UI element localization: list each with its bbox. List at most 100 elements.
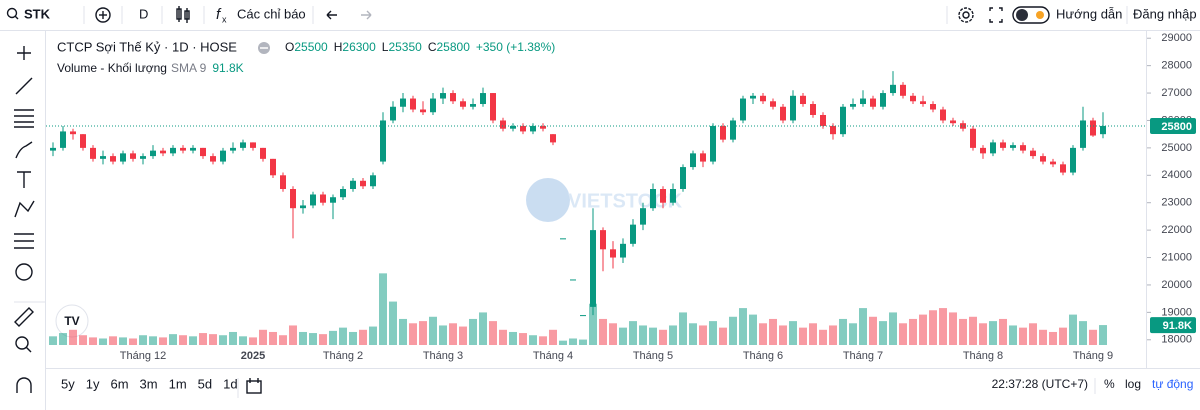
candle-body xyxy=(850,104,856,107)
guide-button[interactable]: Hướng dẫn xyxy=(1056,6,1122,21)
candle-body xyxy=(870,98,876,107)
zoom-tool[interactable] xyxy=(15,336,29,350)
volume-bar xyxy=(589,303,597,345)
volume-bar xyxy=(659,329,667,345)
indicators-button[interactable]: Các chỉ báo xyxy=(237,6,306,21)
volume-bar xyxy=(879,321,887,345)
log-toggle[interactable]: log xyxy=(1125,377,1141,391)
range-button[interactable]: 1m xyxy=(169,376,187,391)
y-tick-label: 18000 xyxy=(1161,334,1192,346)
volume-bar xyxy=(689,323,697,345)
range-button[interactable]: 3m xyxy=(140,376,158,391)
volume-bar xyxy=(309,333,317,345)
chart-type-button[interactable] xyxy=(176,6,190,23)
candle-body xyxy=(590,230,596,307)
volume-bar xyxy=(649,327,657,345)
chart-title: CTCP Sợi Thế Kỷ · 1D · HOSE xyxy=(57,39,237,54)
volume-bar xyxy=(529,335,537,345)
volume-bar xyxy=(49,336,57,345)
symbol[interactable]: STK xyxy=(24,6,51,21)
date-range-button[interactable] xyxy=(246,378,262,394)
fib-tool[interactable] xyxy=(14,109,34,128)
auto-toggle[interactable]: tự động xyxy=(1152,377,1193,391)
collapse-legend[interactable] xyxy=(258,42,270,54)
volume-bar xyxy=(69,329,77,345)
prediction-tool[interactable] xyxy=(14,233,34,249)
brush-tool[interactable] xyxy=(15,141,33,159)
theme-toggle[interactable] xyxy=(1012,6,1050,24)
volume-bar xyxy=(1009,325,1017,345)
candle-body xyxy=(310,194,316,206)
fx-icon[interactable]: f xyxy=(216,6,222,23)
volume-bar xyxy=(869,316,877,345)
volume-bar xyxy=(989,321,997,345)
range-button[interactable]: 1d xyxy=(223,376,237,391)
volume-bar xyxy=(1089,329,1097,345)
x-tick-label: Tháng 9 xyxy=(1073,350,1113,362)
x-tick-label: Tháng 12 xyxy=(120,350,166,362)
ruler-tool[interactable] xyxy=(14,307,34,327)
volume-bar xyxy=(409,323,417,345)
change: +350 (+1.38%) xyxy=(476,40,555,54)
crosshair-tool[interactable] xyxy=(17,46,31,60)
candle-body xyxy=(1080,120,1086,148)
volume-legend: Volume - Khối lượng SMA 9 91.8K xyxy=(57,61,244,75)
pattern-tool[interactable] xyxy=(14,200,35,218)
candle-body xyxy=(390,106,396,121)
range-button[interactable]: 5d xyxy=(198,376,212,391)
svg-text:TV: TV xyxy=(64,314,79,328)
compare-button[interactable] xyxy=(95,7,111,23)
login-button[interactable]: Đăng nhập xyxy=(1133,6,1197,21)
volume-bar xyxy=(149,336,157,345)
candle-body xyxy=(200,147,206,157)
volume-bar xyxy=(489,321,497,345)
volume-bar xyxy=(249,337,257,345)
undo-button[interactable] xyxy=(326,10,337,20)
range-button[interactable]: 1y xyxy=(86,376,100,391)
y-tick-label: 24000 xyxy=(1161,169,1192,181)
x-tick-label: Tháng 7 xyxy=(843,350,883,362)
candle-body xyxy=(960,123,966,129)
candle-body xyxy=(680,167,686,189)
magnet-tool[interactable] xyxy=(16,377,32,393)
candle-body xyxy=(610,249,616,258)
candle-body xyxy=(360,180,366,187)
volume-label: 91.8K xyxy=(1163,320,1192,332)
candle-body xyxy=(640,208,646,225)
volume-bar xyxy=(219,335,227,345)
interval[interactable]: D xyxy=(139,6,148,21)
range-button[interactable]: 6m xyxy=(110,376,128,391)
volume-bar xyxy=(479,312,487,345)
volume-name: Volume - Khối lượng xyxy=(57,61,167,75)
candle-body xyxy=(160,150,166,154)
volume-bar xyxy=(829,325,837,345)
candle-body xyxy=(740,98,746,121)
candle-body xyxy=(1060,164,1066,173)
x-tick-label: Tháng 5 xyxy=(633,350,673,362)
settings-button[interactable] xyxy=(958,7,974,23)
fullscreen-button[interactable] xyxy=(989,7,1003,23)
candle-body xyxy=(540,125,546,129)
percent-toggle[interactable]: % xyxy=(1104,377,1115,391)
x-tick-label: Tháng 2 xyxy=(323,350,363,362)
symbol-search[interactable]: STK xyxy=(6,6,51,21)
text-tool[interactable] xyxy=(17,171,31,188)
volume-bar xyxy=(619,327,627,345)
x-tick-label: 2025 xyxy=(241,350,265,362)
volume-bar xyxy=(769,318,777,345)
range-button[interactable]: 5y xyxy=(61,376,75,391)
emoji-tool[interactable] xyxy=(15,263,33,281)
redo-button[interactable] xyxy=(361,10,372,20)
candle-body xyxy=(100,156,106,159)
volume-bar xyxy=(499,329,507,345)
trendline-tool[interactable] xyxy=(15,77,33,95)
candle-body xyxy=(130,153,136,159)
volume-bar xyxy=(469,318,477,345)
y-tick-label: 20000 xyxy=(1161,279,1192,291)
volume-bar xyxy=(1049,331,1057,345)
candle-body xyxy=(690,153,696,168)
range-buttons: 5y 1y 6m 3m 1m 5d 1d xyxy=(61,376,238,391)
candle-body xyxy=(220,150,226,162)
volume-bar xyxy=(1059,327,1067,345)
candle-body xyxy=(630,224,636,244)
